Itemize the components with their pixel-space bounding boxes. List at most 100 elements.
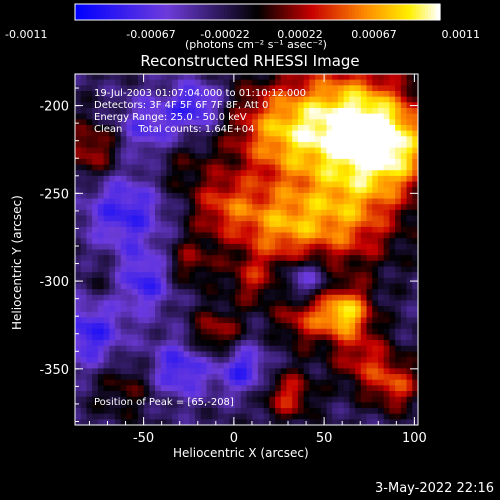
colorbar-segment [421,4,426,20]
heatmap-cell [257,385,265,392]
heatmap-cell [75,175,82,183]
heatmap-cell [286,102,293,109]
heatmap-cell [360,391,368,398]
heatmap-cell [275,153,282,160]
heatmap-cell [280,226,288,234]
heatmap-cell [400,243,408,250]
heatmap-cell [143,351,150,358]
heatmap-cell [155,181,162,188]
heatmap-cell [263,419,270,426]
heatmap-cell [286,85,293,92]
heatmap-cell [103,113,110,120]
heatmap-cell [257,215,265,222]
heatmap-cell [155,266,162,273]
heatmap-cell [343,209,350,217]
heatmap-cell [372,374,379,381]
heatmap-cell [206,334,213,341]
heatmap-cell [132,357,139,364]
heatmap-cell [177,113,185,120]
heatmap-cell [80,345,87,352]
heatmap-cell [92,379,99,386]
heatmap-cell [372,74,379,81]
heatmap-cell [257,141,265,149]
heatmap-cell [109,232,116,239]
heatmap-cell [377,130,385,137]
heatmap-cell [177,357,185,364]
heatmap-cell [200,85,207,92]
heatmap-cell [355,260,362,267]
heatmap-cell [320,181,328,188]
footer-date: 3-May-2022 22:16 [375,481,494,496]
heatmap-cell [126,192,133,200]
heatmap-cell [206,74,213,81]
heatmap-cell [252,175,259,183]
heatmap-cell [343,164,350,171]
heatmap-cell [269,141,276,149]
heatmap-cell [97,362,105,369]
heatmap-cell [269,317,276,324]
heatmap-cell [377,255,385,262]
heatmap-cell [217,277,225,284]
heatmap-cell [166,119,173,126]
heatmap-cell [223,209,230,217]
heatmap-cell [275,413,282,420]
heatmap-cell [389,124,396,132]
heatmap-cell [297,323,305,330]
heatmap-cell [189,85,196,92]
heatmap-cell [286,119,293,126]
heatmap-cell [109,124,116,132]
heatmap-cell [149,362,156,369]
heatmap-cell [126,379,133,386]
heatmap-cell [320,255,328,262]
heatmap-cell [75,345,82,352]
heatmap-cell [349,221,356,228]
heatmap-cell [103,345,110,352]
heatmap-cell [92,119,99,126]
heatmap-cell [80,238,87,245]
heatmap-cell [280,391,288,398]
heatmap-cell [389,96,396,103]
colorbar-segment [403,4,408,20]
heatmap-cell [235,107,242,115]
heatmap-cell [395,164,402,171]
heatmap-cell [286,232,293,239]
heatmap-cell [372,107,379,115]
heatmap-cell [189,221,196,228]
heatmap-cell [177,226,185,234]
heatmap-cell [126,141,133,149]
heatmap-cell [366,294,373,301]
heatmap-cell [97,413,105,420]
heatmap-cell [332,391,339,398]
heatmap-cell [166,96,173,103]
heatmap-cell [143,311,150,318]
heatmap-cell [103,294,110,301]
heatmap-cell [137,379,145,386]
heatmap-cell [103,408,110,415]
heatmap-cell [183,385,190,392]
heatmap-cell [360,323,368,330]
heatmap-cell [183,272,190,279]
heatmap-cell [383,141,390,149]
heatmap-cell [149,328,156,335]
heatmap-cell [326,187,333,194]
heatmap-cell [377,113,385,120]
colorbar-segment [354,4,359,20]
colorbar-segment [275,4,280,20]
heatmap-cell [212,130,219,137]
heatmap-cell [280,306,288,313]
heatmap-cell [297,328,305,335]
heatmap-cell [383,311,390,318]
heatmap-cell [80,215,87,222]
heatmap-cell [377,385,385,392]
heatmap-cell [383,215,390,222]
heatmap-cell [280,147,288,154]
heatmap-cell [235,136,242,143]
heatmap-cell [155,379,162,386]
heatmap-cell [263,323,270,330]
heatmap-cell [132,85,139,92]
heatmap-cell [92,266,99,273]
heatmap-cell [395,170,402,177]
heatmap-cell [246,232,253,239]
heatmap-cell [326,158,333,166]
heatmap-cell [269,374,276,381]
